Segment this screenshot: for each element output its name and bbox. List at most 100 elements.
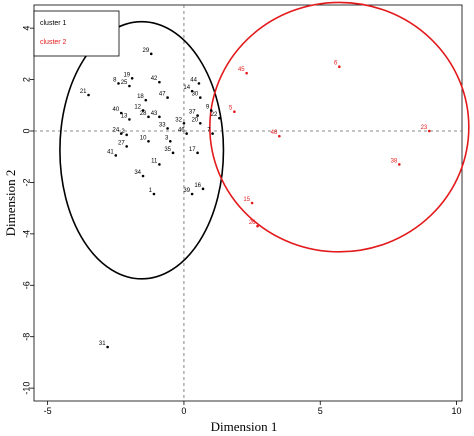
point-label-15: 15 xyxy=(243,197,250,203)
point-label-5: 5 xyxy=(229,106,233,112)
point-32 xyxy=(182,121,186,125)
point-47 xyxy=(166,96,169,99)
point-29 xyxy=(149,52,153,56)
point-16 xyxy=(201,187,205,191)
point-35 xyxy=(171,151,175,155)
point-27 xyxy=(125,145,128,148)
point-11 xyxy=(158,163,161,166)
point-label-45: 45 xyxy=(238,67,245,73)
point-2 xyxy=(125,133,128,137)
point-label-37: 37 xyxy=(189,110,196,116)
point-21 xyxy=(87,93,90,97)
point-19 xyxy=(130,76,134,80)
y-axis-title: Dimension 2 xyxy=(3,170,18,237)
point-44 xyxy=(197,82,201,85)
y-tick-label: -8 xyxy=(21,333,31,341)
y-tick-label: -4 xyxy=(21,230,31,238)
point-label-34: 34 xyxy=(134,170,141,176)
point-15 xyxy=(250,201,254,205)
legend: cluster 1 cluster 2 xyxy=(33,10,120,57)
point-label-13: 13 xyxy=(121,113,128,119)
plot-border xyxy=(33,4,463,402)
point-label-28: 28 xyxy=(140,111,147,117)
point-6 xyxy=(338,65,341,69)
point-8 xyxy=(117,82,120,85)
point-label-20: 20 xyxy=(192,117,199,123)
point-label-47: 47 xyxy=(159,92,166,98)
point-label-42: 42 xyxy=(151,76,158,82)
point-38 xyxy=(397,163,401,166)
point-label-40: 40 xyxy=(113,107,120,113)
point-41 xyxy=(114,154,118,157)
point-label-10: 10 xyxy=(140,135,147,141)
point-label-16: 16 xyxy=(194,183,201,189)
point-label-14: 14 xyxy=(183,85,190,91)
point-28 xyxy=(147,115,150,119)
point-3 xyxy=(169,139,172,143)
point-label-44: 44 xyxy=(190,77,197,83)
x-tick-label: 0 xyxy=(181,406,186,416)
reference-lines xyxy=(34,5,462,401)
x-tick-label: 5 xyxy=(318,406,323,416)
y-tick-label: -10 xyxy=(21,382,31,395)
point-10 xyxy=(147,139,150,143)
point-label-38: 38 xyxy=(391,158,398,164)
point-label-35: 35 xyxy=(164,147,171,153)
point-label-3: 3 xyxy=(165,135,169,141)
point-23 xyxy=(427,129,431,133)
plot-frame xyxy=(33,4,463,402)
point-26 xyxy=(256,224,259,228)
point-label-9: 9 xyxy=(206,104,210,110)
point-22 xyxy=(218,116,221,120)
point-label-21: 21 xyxy=(80,89,87,95)
point-18 xyxy=(144,98,148,102)
point-31 xyxy=(106,345,109,349)
point-1 xyxy=(152,192,156,196)
point-20 xyxy=(198,121,202,125)
point-45 xyxy=(245,71,248,75)
point-label-17: 17 xyxy=(189,147,196,153)
point-label-23: 23 xyxy=(421,125,428,131)
point-label-29: 29 xyxy=(143,48,150,54)
point-label-39: 39 xyxy=(183,188,190,194)
point-label-12: 12 xyxy=(134,104,141,110)
point-33 xyxy=(166,127,169,130)
ellipse-cluster-1 xyxy=(59,20,225,280)
point-label-25: 25 xyxy=(121,80,128,86)
point-label-7: 7 xyxy=(207,128,211,134)
y-tick-label: -2 xyxy=(21,178,31,186)
point-34 xyxy=(141,174,145,178)
point-label-11: 11 xyxy=(151,158,158,164)
point-label-26: 26 xyxy=(249,220,256,226)
point-5 xyxy=(233,110,236,114)
ellipse-cluster-2 xyxy=(209,1,470,253)
point-label-6: 6 xyxy=(334,61,338,67)
point-13 xyxy=(128,118,131,121)
point-label-22: 22 xyxy=(211,112,218,118)
legend-entry-cluster-1: cluster 1 xyxy=(40,20,67,27)
point-label-18: 18 xyxy=(137,94,144,100)
point-30 xyxy=(198,96,202,99)
point-label-33: 33 xyxy=(159,122,166,128)
point-label-24: 24 xyxy=(113,128,120,134)
point-label-27: 27 xyxy=(118,140,125,146)
point-37 xyxy=(196,114,199,117)
point-label-31: 31 xyxy=(99,341,106,347)
point-label-46: 46 xyxy=(178,128,185,134)
point-40 xyxy=(119,111,123,115)
point-12 xyxy=(141,109,145,112)
point-label-41: 41 xyxy=(107,149,114,155)
point-14 xyxy=(190,89,194,93)
point-label-48: 48 xyxy=(271,130,278,136)
x-tick-label: -5 xyxy=(44,406,52,416)
point-label-2: 2 xyxy=(121,129,125,135)
y-tick-label: 2 xyxy=(21,77,31,82)
point-48 xyxy=(278,134,281,138)
point-43 xyxy=(158,115,161,119)
point-25 xyxy=(128,84,131,88)
point-label-8: 8 xyxy=(113,77,117,83)
point-label-43: 43 xyxy=(151,111,158,117)
point-42 xyxy=(158,80,161,84)
